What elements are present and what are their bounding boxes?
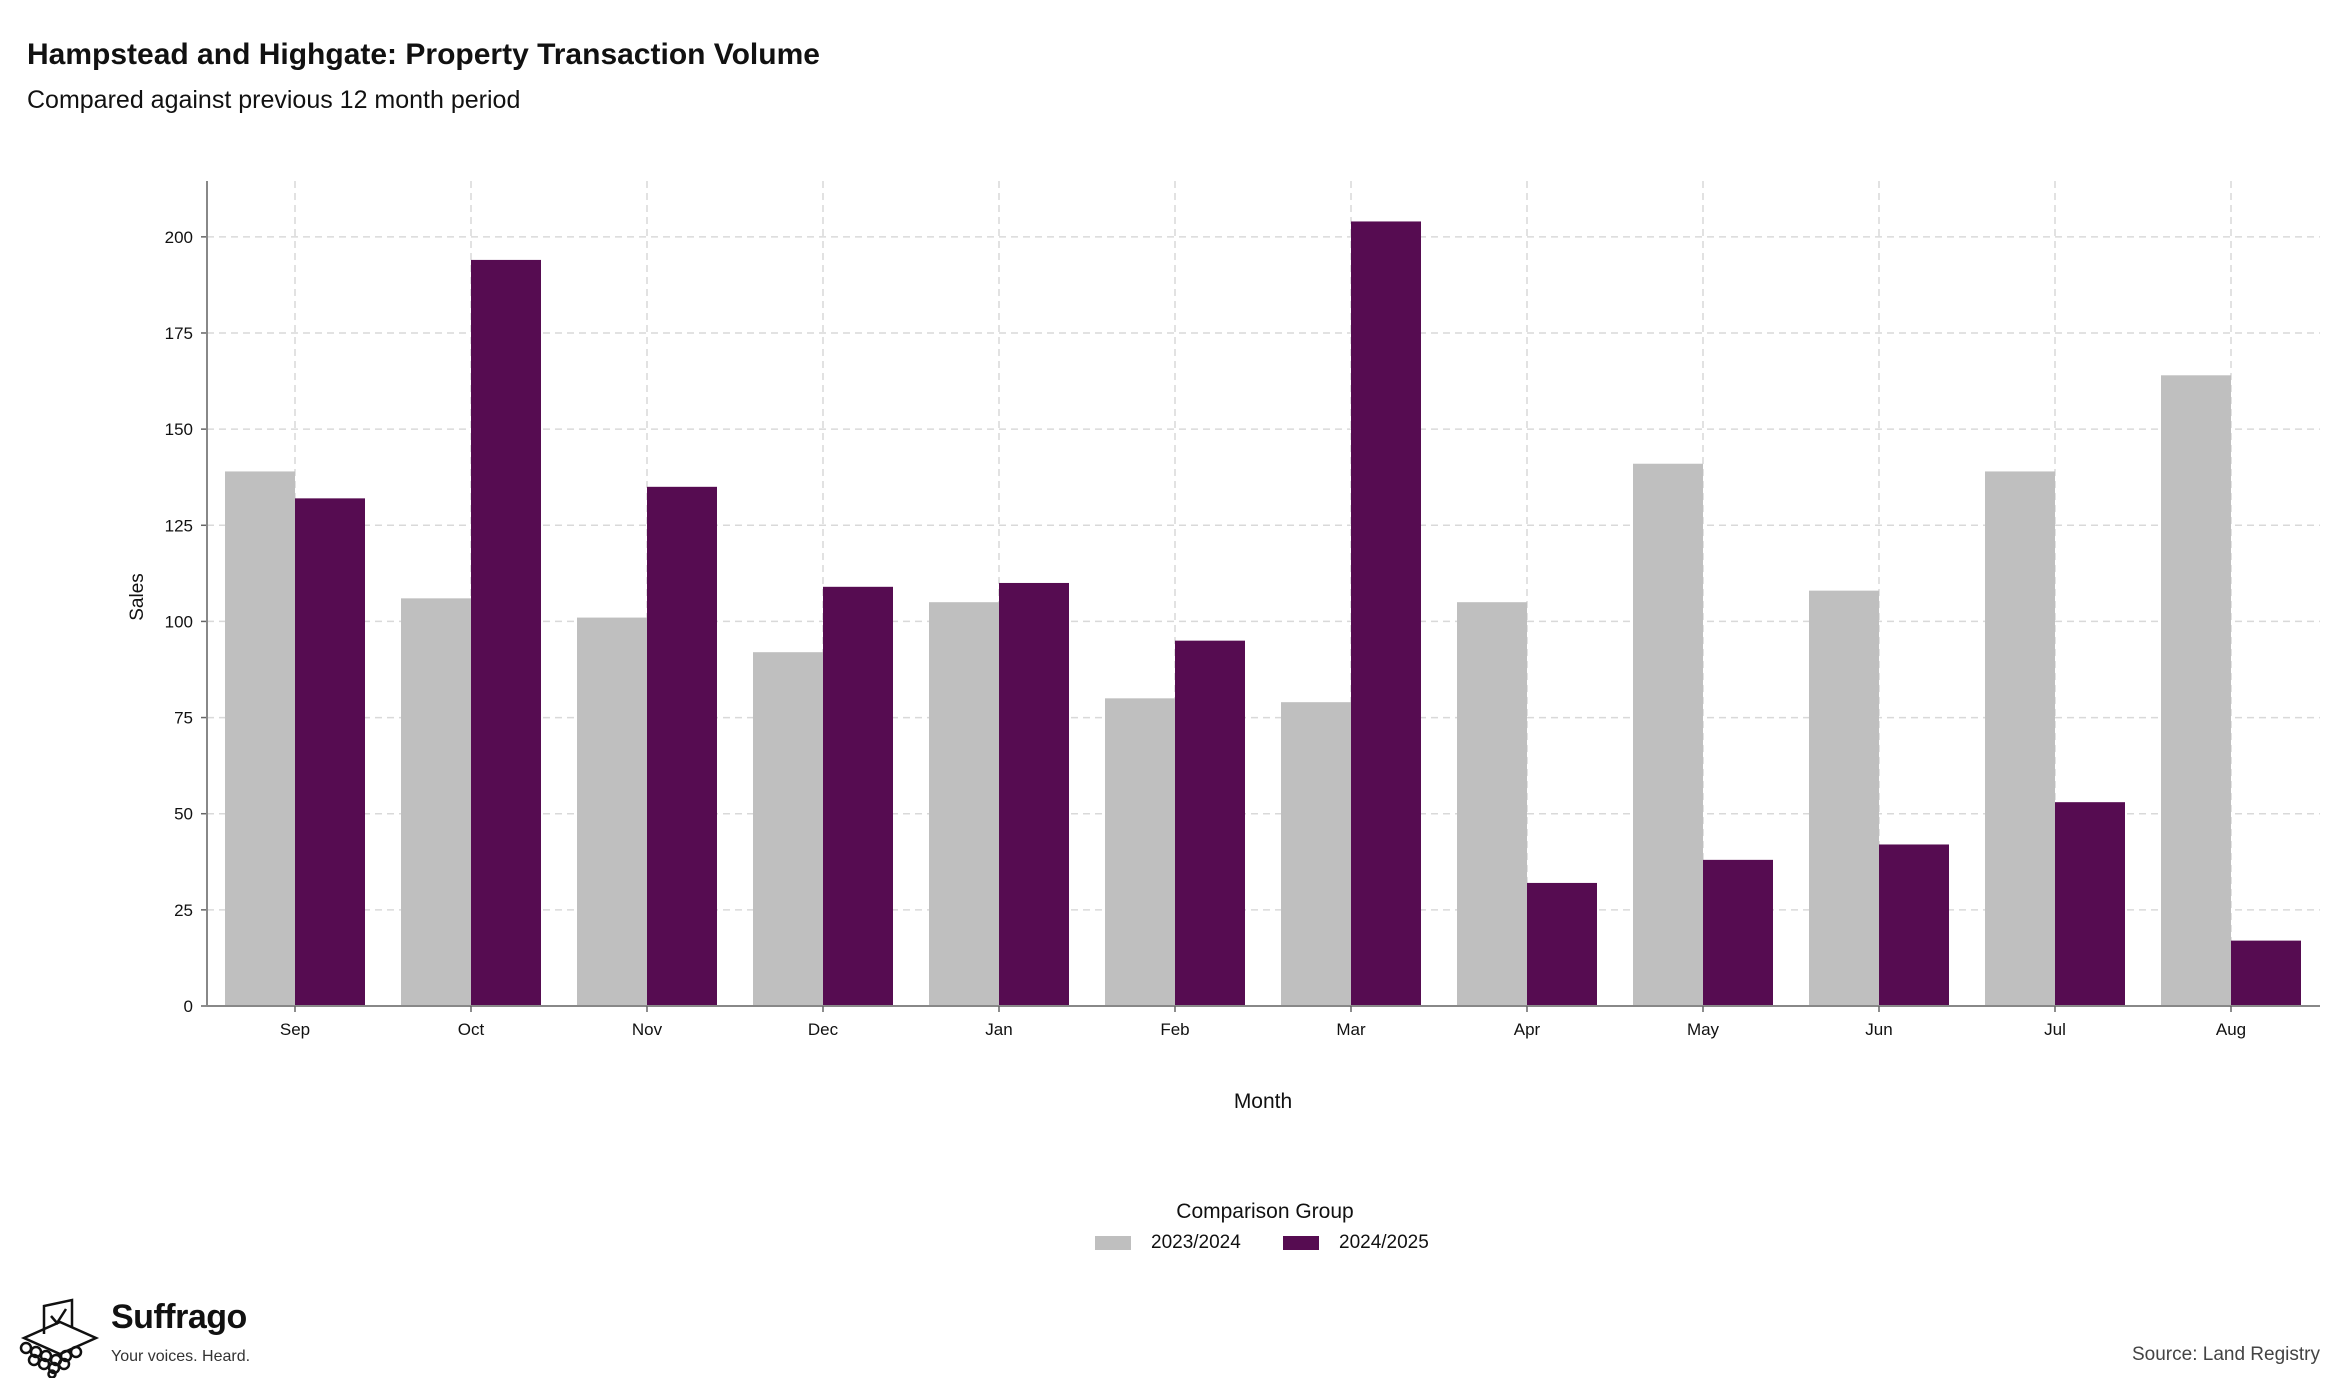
bar-sep-2023-2024 — [225, 471, 295, 1006]
bar-jul-2024-2025 — [2055, 802, 2125, 1006]
bar-oct-2024-2025 — [471, 259, 541, 1006]
x-tick-label: Jun — [1865, 1020, 1892, 1039]
chart-title: Hampstead and Highgate: Property Transac… — [27, 38, 820, 71]
bar-jul-2023-2024 — [1985, 471, 2055, 1006]
bar-chart: 0 25 50 75 100 125 150 175 200 Sep Oct Nov Dec Jan Feb… — [127, 181, 2320, 1113]
legend-swatch — [1283, 1236, 1319, 1250]
brand-tagline: Your voices. Heard. — [111, 1348, 251, 1365]
y-tick-label: 50 — [174, 805, 193, 824]
bar-oct-2023-2024 — [401, 598, 471, 1006]
y-tick-label: 125 — [165, 516, 193, 535]
y-tick-label: 200 — [165, 228, 193, 247]
y-tick-label: 75 — [174, 709, 193, 728]
legend-title: Comparison Group — [1176, 1200, 1354, 1223]
legend-item-2023-2024: 2023/2024 — [1095, 1232, 1241, 1254]
bar-mar-2024-2025 — [1351, 221, 1421, 1006]
bar-nov-2023-2024 — [577, 617, 647, 1006]
bar-jan-2023-2024 — [929, 602, 999, 1006]
bar-sep-2024-2025 — [295, 498, 365, 1006]
bar-nov-2024-2025 — [647, 486, 717, 1006]
bar-apr-2023-2024 — [1457, 602, 1527, 1006]
bar-dec-2023-2024 — [753, 652, 823, 1006]
bar-may-2024-2025 — [1703, 859, 1773, 1006]
bar-dec-2024-2025 — [823, 586, 893, 1006]
x-tick-label: May — [1687, 1020, 1720, 1039]
x-tick-label: Mar — [1336, 1020, 1366, 1039]
x-tick-label: Jan — [985, 1020, 1012, 1039]
legend-swatch — [1095, 1236, 1131, 1250]
y-tick-label: 100 — [165, 612, 193, 631]
bar-jan-2024-2025 — [999, 582, 1069, 1006]
bars — [225, 221, 2301, 1006]
bar-jun-2023-2024 — [1809, 590, 1879, 1006]
y-tick-label: 25 — [174, 901, 193, 920]
source-note: Source: Land Registry — [2132, 1344, 2320, 1365]
bar-aug-2024-2025 — [2231, 940, 2301, 1006]
x-tick-label: Dec — [808, 1020, 839, 1039]
bar-mar-2023-2024 — [1281, 702, 1351, 1006]
bar-aug-2023-2024 — [2161, 375, 2231, 1006]
axes: 0 25 50 75 100 125 150 175 200 Sep Oct Nov Dec Jan Feb… — [165, 181, 2320, 1039]
y-tick-label: 150 — [165, 420, 193, 439]
bar-may-2023-2024 — [1633, 463, 1703, 1006]
legend-label: 2023/2024 — [1151, 1232, 1241, 1253]
chart-subtitle: Compared against previous 12 month perio… — [27, 86, 521, 114]
brand-name: Suffrago — [111, 1298, 247, 1336]
x-tick-label: Oct — [458, 1020, 485, 1039]
y-axis-label: Sales — [127, 573, 148, 621]
x-tick-label: Apr — [1514, 1020, 1541, 1039]
x-tick-label: Nov — [632, 1020, 663, 1039]
ballot-box-icon — [19, 1298, 100, 1378]
bar-feb-2023-2024 — [1105, 698, 1175, 1006]
x-tick-label: Sep — [280, 1020, 310, 1039]
legend-label: 2024/2025 — [1339, 1232, 1429, 1253]
legend-item-2024-2025: 2024/2025 — [1283, 1232, 1429, 1254]
x-axis-label: Month — [1234, 1090, 1292, 1113]
y-tick-label: 175 — [165, 324, 193, 343]
bar-apr-2024-2025 — [1527, 882, 1597, 1006]
bar-jun-2024-2025 — [1879, 844, 1949, 1006]
bar-feb-2024-2025 — [1175, 640, 1245, 1006]
x-tick-label: Feb — [1160, 1020, 1189, 1039]
x-tick-label: Jul — [2044, 1020, 2066, 1039]
y-tick-label: 0 — [184, 997, 193, 1016]
x-tick-label: Aug — [2216, 1020, 2246, 1039]
